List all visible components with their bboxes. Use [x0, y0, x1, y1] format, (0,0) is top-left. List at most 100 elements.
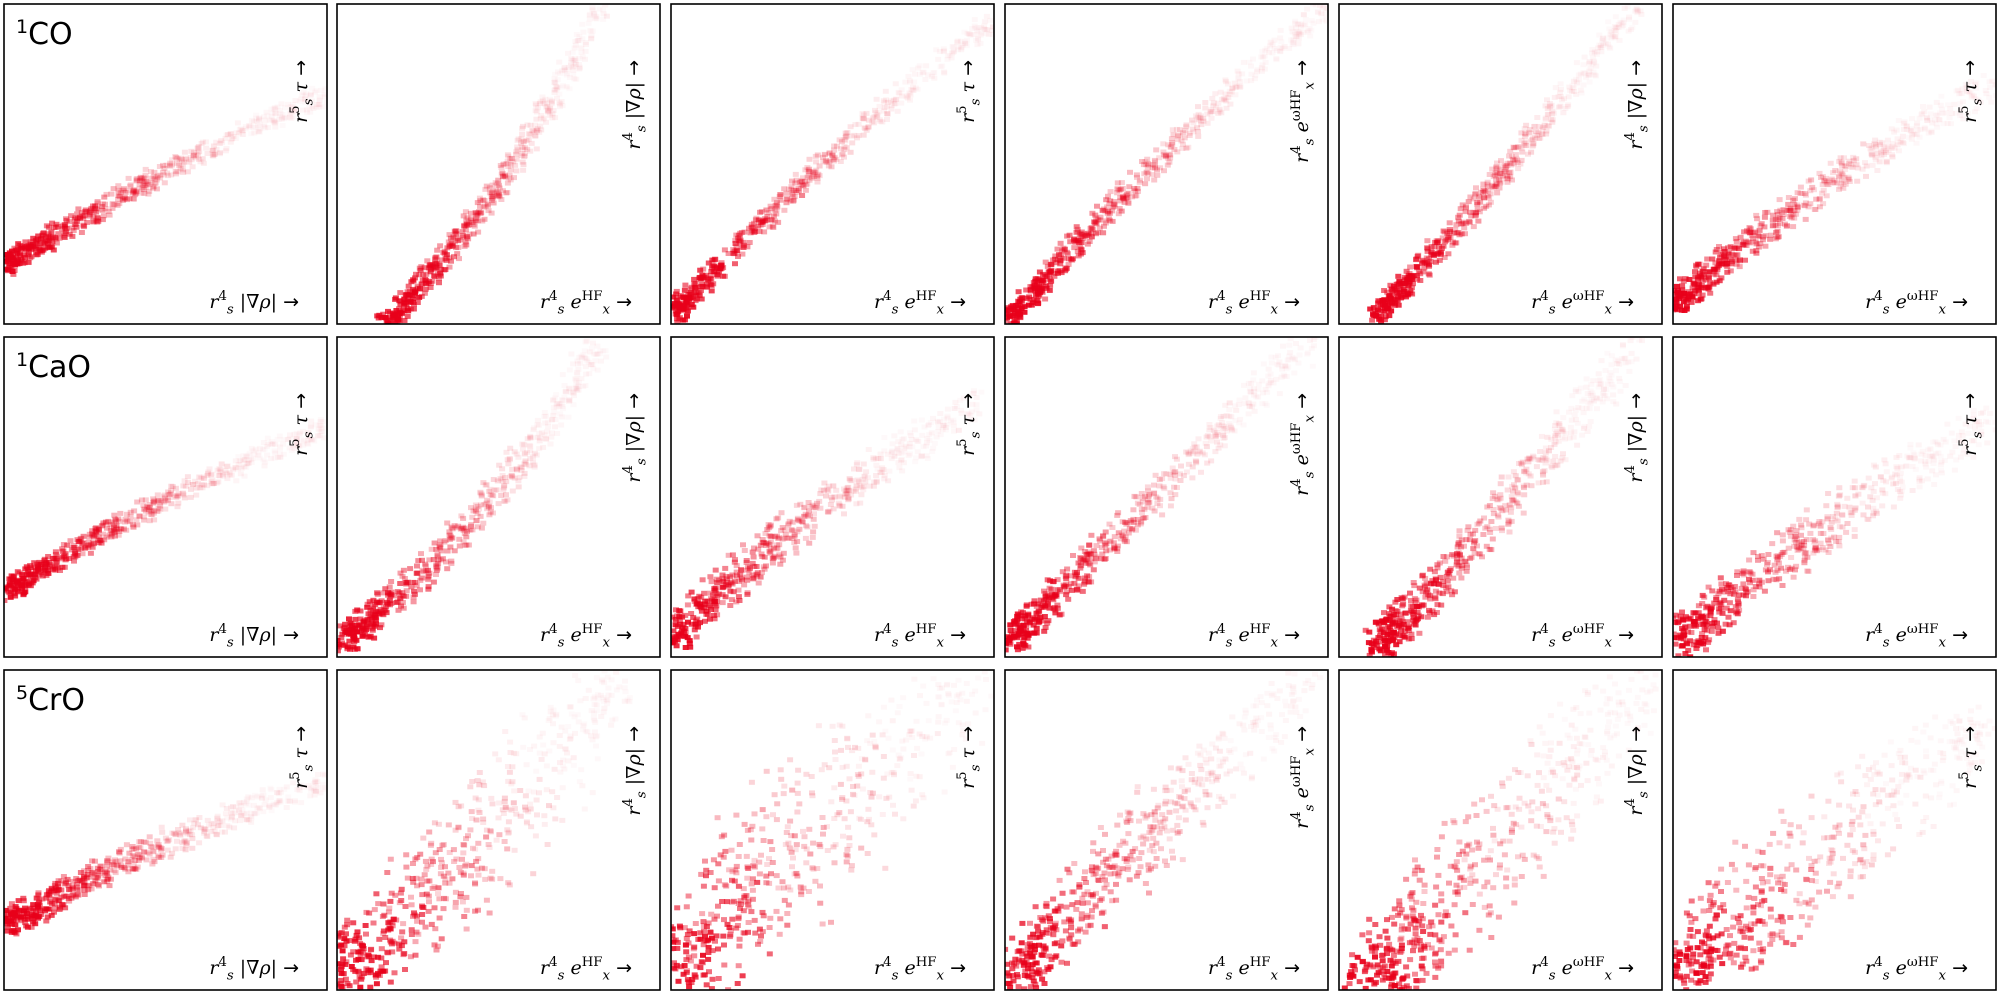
density-cell	[1394, 293, 1401, 299]
density-cell	[63, 556, 70, 562]
density-cell	[94, 219, 101, 225]
density-cell	[417, 286, 423, 292]
density-cell	[573, 378, 579, 383]
density-cell	[1054, 246, 1061, 252]
density-cell	[527, 433, 534, 439]
density-cell	[514, 144, 521, 150]
density-cell	[66, 219, 73, 225]
density-cell	[691, 290, 698, 296]
density-cell	[575, 359, 581, 364]
density-cell	[418, 551, 424, 557]
density-cell	[412, 275, 418, 281]
density-cell	[1755, 233, 1762, 239]
density-cell	[22, 255, 28, 260]
density-cell	[838, 139, 845, 145]
density-cell	[52, 552, 59, 557]
density-cell	[1090, 567, 1097, 573]
row-label: 1CaO	[16, 349, 91, 385]
density-cell	[798, 178, 805, 184]
density-cell	[1531, 135, 1538, 141]
density-cell	[1391, 283, 1397, 289]
density-cell	[1687, 291, 1694, 297]
density-cell	[1174, 485, 1180, 490]
density-cell	[1415, 252, 1422, 258]
density-cell	[531, 129, 538, 135]
density-cell	[165, 173, 172, 179]
density-cell	[1424, 260, 1431, 266]
density-cell	[1414, 276, 1421, 282]
density-cell	[98, 523, 105, 529]
density-cell	[495, 501, 502, 507]
density-cell	[727, 588, 734, 594]
density-cell	[759, 537, 766, 542]
density-cell	[1064, 233, 1071, 239]
density-cell	[841, 147, 848, 153]
density-cell	[1136, 179, 1143, 185]
density-cell	[904, 95, 911, 101]
density-cell	[223, 146, 230, 152]
density-cell	[150, 496, 157, 502]
density-cell	[519, 144, 526, 150]
density-cell	[160, 169, 166, 175]
density-cell	[523, 138, 530, 144]
density-cell	[509, 488, 516, 494]
density-cell	[401, 303, 407, 309]
density-cell	[763, 543, 770, 548]
density-cell	[468, 522, 475, 528]
density-cell	[485, 504, 492, 510]
density-cell	[854, 135, 860, 141]
density-cell	[1613, 14, 1619, 19]
density-cell	[1278, 39, 1284, 44]
y-axis-label: r5s τ →	[955, 60, 984, 123]
density-cell	[1499, 173, 1506, 179]
density-cell	[451, 548, 458, 554]
density-cell	[1169, 140, 1176, 146]
density-cell	[123, 511, 130, 517]
density-cell	[47, 563, 54, 569]
density-cell	[472, 502, 479, 508]
density-cell	[502, 172, 508, 178]
density-cell	[1203, 434, 1210, 440]
density-cell	[1086, 551, 1093, 557]
density-cell	[824, 159, 831, 165]
density-cell	[78, 535, 85, 541]
density-cell	[769, 560, 776, 566]
density-cell	[757, 222, 764, 228]
density-cell	[586, 21, 592, 26]
density-cell	[541, 432, 548, 438]
density-cell	[812, 153, 819, 159]
density-cell	[1143, 162, 1150, 168]
density-cell	[821, 152, 828, 158]
panel-frame	[3, 3, 328, 325]
density-cell	[1482, 189, 1489, 194]
density-cell	[870, 483, 877, 489]
density-cell	[131, 508, 138, 514]
density-cell	[532, 122, 538, 128]
density-cell	[1518, 137, 1525, 143]
density-cell	[1683, 298, 1690, 304]
density-cell	[1578, 72, 1584, 77]
density-cell	[148, 175, 155, 181]
density-cell	[766, 525, 773, 531]
density-cell	[759, 222, 766, 227]
density-cell	[1937, 117, 1943, 122]
density-cell	[115, 196, 121, 202]
density-cell	[751, 228, 758, 234]
density-cell	[457, 526, 464, 532]
density-cell	[684, 313, 690, 319]
density-cell	[161, 493, 168, 499]
density-cell	[781, 207, 788, 213]
density-cell	[380, 311, 387, 317]
density-cell	[423, 271, 430, 277]
density-cell	[518, 140, 524, 146]
density-cell	[879, 119, 886, 125]
density-cell	[75, 539, 82, 545]
density-cell	[1549, 111, 1556, 117]
density-cell	[208, 471, 215, 477]
density-cell	[97, 538, 103, 543]
density-cell	[1109, 525, 1116, 530]
density-cell	[1106, 521, 1113, 527]
density-cell	[767, 203, 774, 209]
density-cell	[933, 47, 939, 52]
density-cell	[233, 478, 239, 483]
